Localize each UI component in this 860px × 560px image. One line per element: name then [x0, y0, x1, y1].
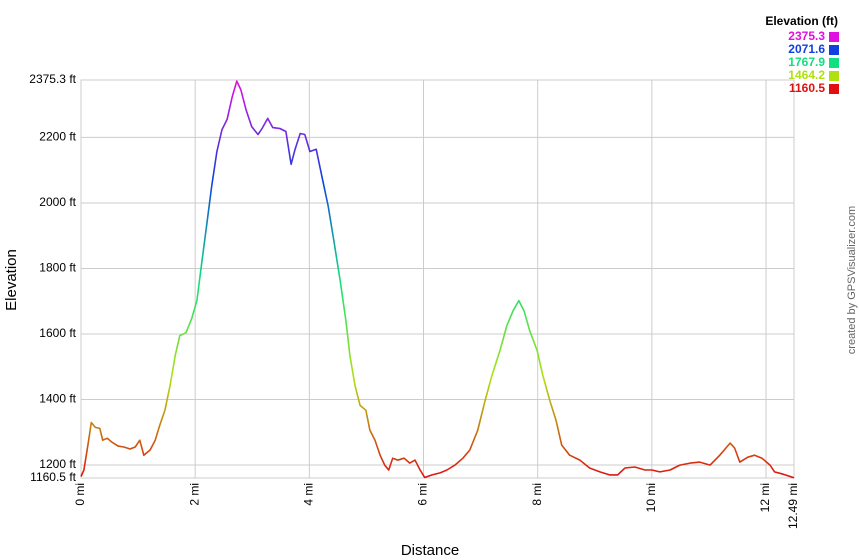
legend-label: 1160.5 — [789, 81, 825, 95]
legend-swatch — [829, 71, 839, 81]
legend-label: 1767.9 — [788, 55, 825, 69]
x-tick-label: 0 mi — [73, 483, 87, 506]
y-tick-label: 1800 ft — [39, 261, 76, 275]
x-tick-label: 12 mi — [758, 483, 772, 512]
y-tick-label: 2200 ft — [39, 130, 76, 144]
legend-swatch — [829, 45, 839, 55]
x-tick-label: 4 mi — [302, 483, 316, 506]
legend-label: 2071.6 — [788, 42, 825, 56]
plot-area — [80, 79, 795, 479]
y-tick-label: 1160.5 ft — [30, 470, 76, 484]
legend-label: 1464.2 — [788, 68, 825, 82]
legend-label: 2375.3 — [788, 29, 825, 43]
x-tick-label: 10 mi — [644, 483, 658, 512]
x-tick-label: 6 mi — [416, 483, 430, 506]
x-axis-label: Distance — [401, 542, 459, 559]
y-tick-label: 1400 ft — [39, 392, 76, 406]
y-tick-label: 2000 ft — [39, 195, 76, 209]
x-tick-label: 8 mi — [530, 483, 544, 506]
y-tick-label: 1600 ft — [39, 326, 76, 340]
legend-title: Elevation (ft) — [765, 14, 838, 28]
x-tick-label: 12.49 mi — [786, 483, 800, 529]
legend-swatch — [829, 84, 839, 94]
y-axis-label: Elevation — [3, 249, 20, 311]
credit: created by GPSVisualizer.com — [846, 206, 858, 354]
y-tick-label: 1200 ft — [39, 457, 76, 471]
x-tick-label: 2 mi — [187, 483, 201, 506]
elevation-line — [80, 80, 795, 479]
legend-swatch — [829, 32, 839, 42]
legend-swatch — [829, 58, 839, 68]
y-tick-label: 2375.3 ft — [29, 72, 76, 86]
